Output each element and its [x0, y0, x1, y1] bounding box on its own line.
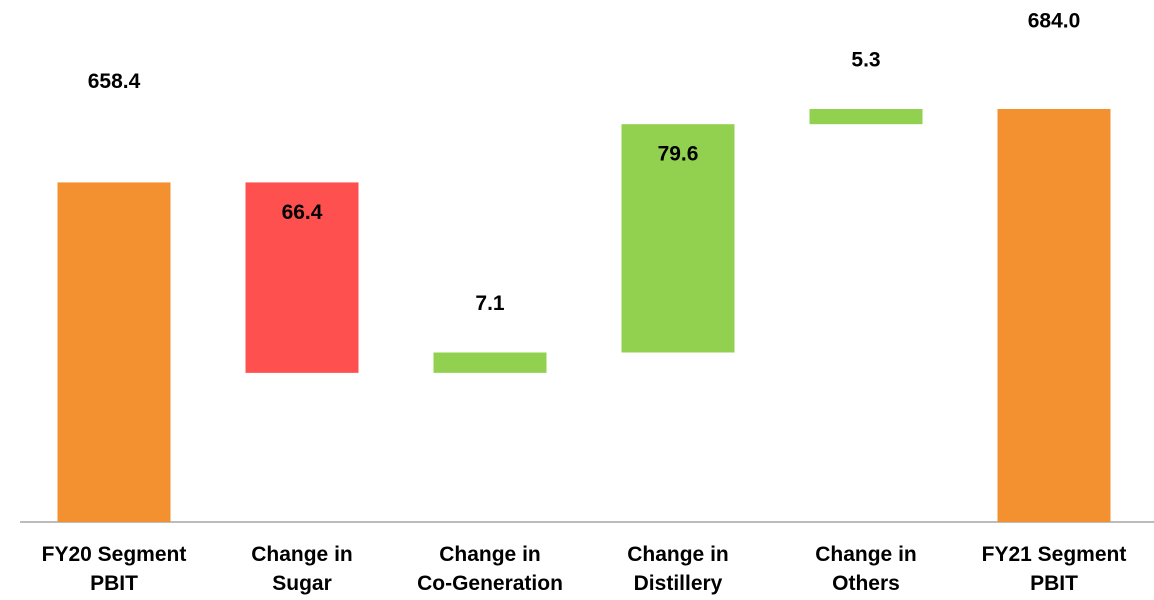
x-tick-label: Change in Distillery: [627, 543, 729, 595]
x-tick-label: Change in Others: [815, 543, 917, 595]
x-tick-label: FY21 Segment PBIT: [981, 543, 1127, 595]
bar: [997, 108, 1111, 522]
x-tick-label: FY20 Segment PBIT: [41, 543, 187, 595]
value-label: 66.4: [282, 201, 323, 224]
bar: [809, 108, 923, 125]
bar: [433, 352, 547, 373]
bar: [621, 124, 735, 353]
bar: [57, 182, 171, 522]
value-label: 658.4: [88, 70, 141, 93]
bar: [245, 182, 359, 373]
value-label: 684.0: [1028, 10, 1081, 33]
value-label: 5.3: [851, 49, 880, 72]
x-tick-label: Change in Sugar: [251, 543, 353, 595]
value-label: 79.6: [658, 143, 699, 166]
x-tick-label: Change in Co-Generation: [417, 543, 563, 595]
value-label: 7.1: [475, 292, 505, 315]
